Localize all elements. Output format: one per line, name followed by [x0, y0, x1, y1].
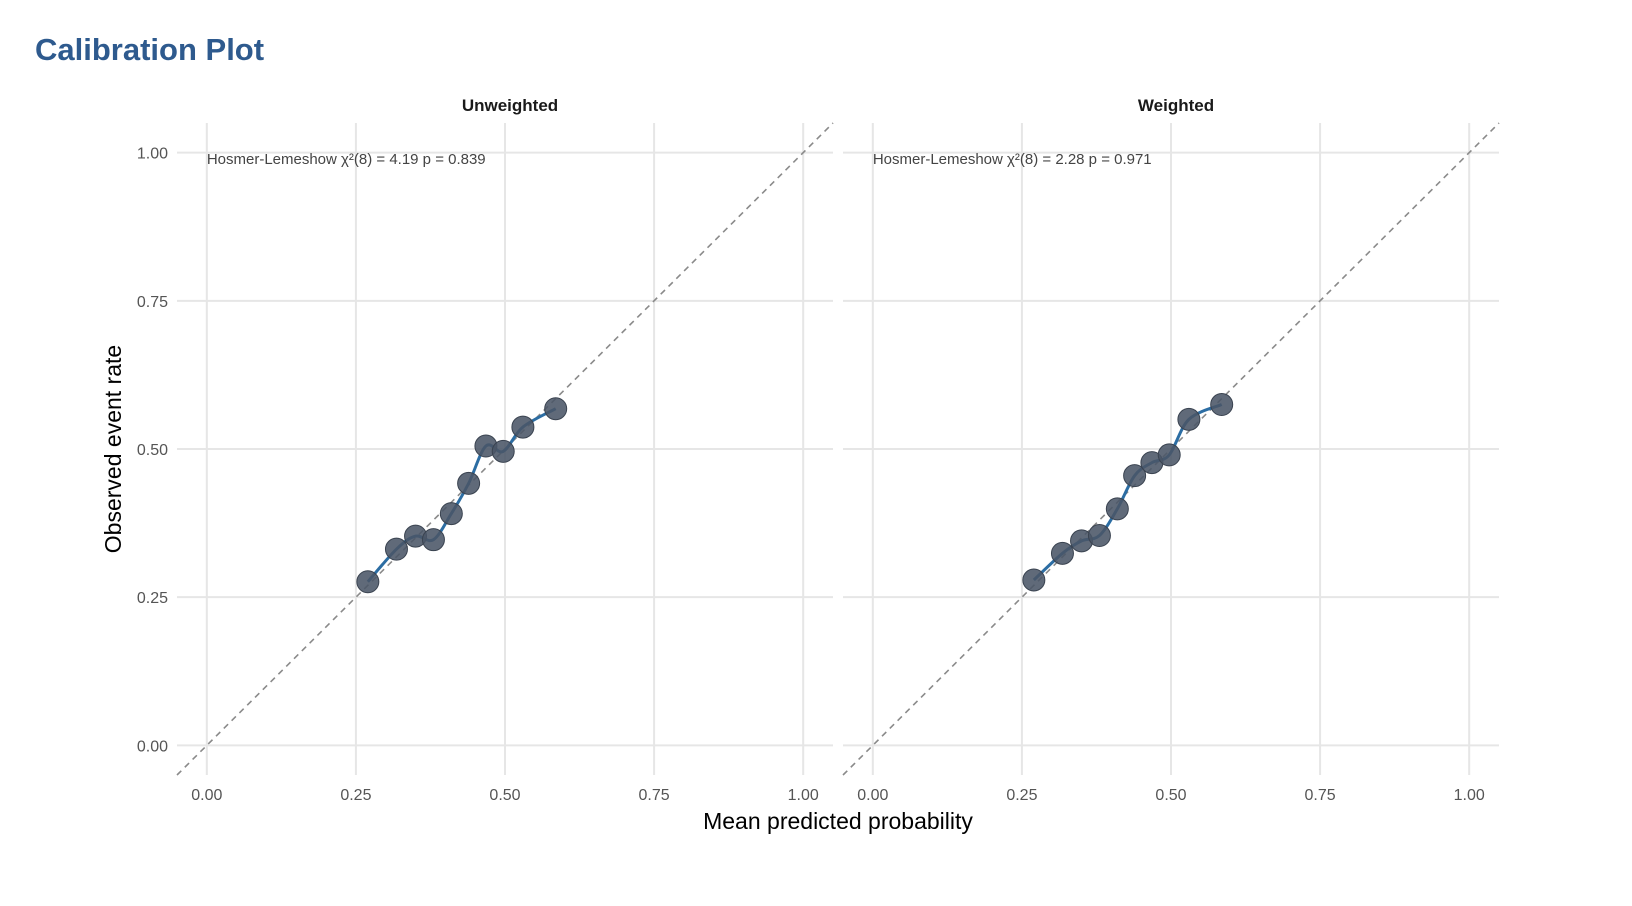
y-axis-label: Observed event rate: [100, 345, 126, 553]
y-tick-label: 0.75: [137, 294, 168, 311]
data-point: [1210, 393, 1234, 417]
data-point: [1105, 497, 1129, 521]
x-tick-label: 0.75: [1305, 787, 1336, 804]
y-tick-label: 0.00: [137, 738, 168, 755]
x-tick-label: 0.50: [489, 787, 520, 804]
hosmer-lemeshow-annotation: Hosmer-Lemeshow χ²(8) = 2.28 p = 0.971: [873, 151, 1152, 168]
x-tick-label: 0.50: [1155, 787, 1186, 804]
data-point: [511, 415, 535, 439]
data-point: [384, 537, 408, 561]
data-point: [356, 570, 380, 594]
x-tick-label: 0.75: [639, 787, 670, 804]
x-tick-label: 0.25: [1006, 787, 1037, 804]
data-point: [1050, 541, 1074, 565]
x-tick-label: 1.00: [788, 787, 819, 804]
data-point: [1177, 407, 1201, 431]
x-axis-label: Mean predicted probability: [703, 808, 973, 834]
data-point: [491, 439, 515, 463]
y-tick-label: 0.25: [137, 590, 168, 607]
data-point: [457, 471, 481, 495]
x-tick-label: 1.00: [1454, 787, 1485, 804]
x-tick-label: 0.25: [340, 787, 371, 804]
data-point: [1087, 524, 1111, 548]
panel-label: Weighted: [1138, 96, 1214, 115]
x-tick-label: 0.00: [191, 787, 222, 804]
hosmer-lemeshow-annotation: Hosmer-Lemeshow χ²(8) = 4.19 p = 0.839: [207, 151, 486, 168]
data-point: [1022, 568, 1046, 592]
y-tick-label: 1.00: [137, 146, 168, 163]
panel-label: Unweighted: [462, 96, 558, 115]
x-tick-label: 0.00: [857, 787, 888, 804]
data-point: [421, 528, 445, 552]
chart-title: Calibration Plot: [35, 32, 265, 67]
data-point: [1157, 443, 1181, 467]
data-point: [1123, 464, 1147, 488]
y-tick-label: 0.50: [137, 442, 168, 459]
data-point: [439, 502, 463, 526]
data-point: [544, 397, 568, 421]
